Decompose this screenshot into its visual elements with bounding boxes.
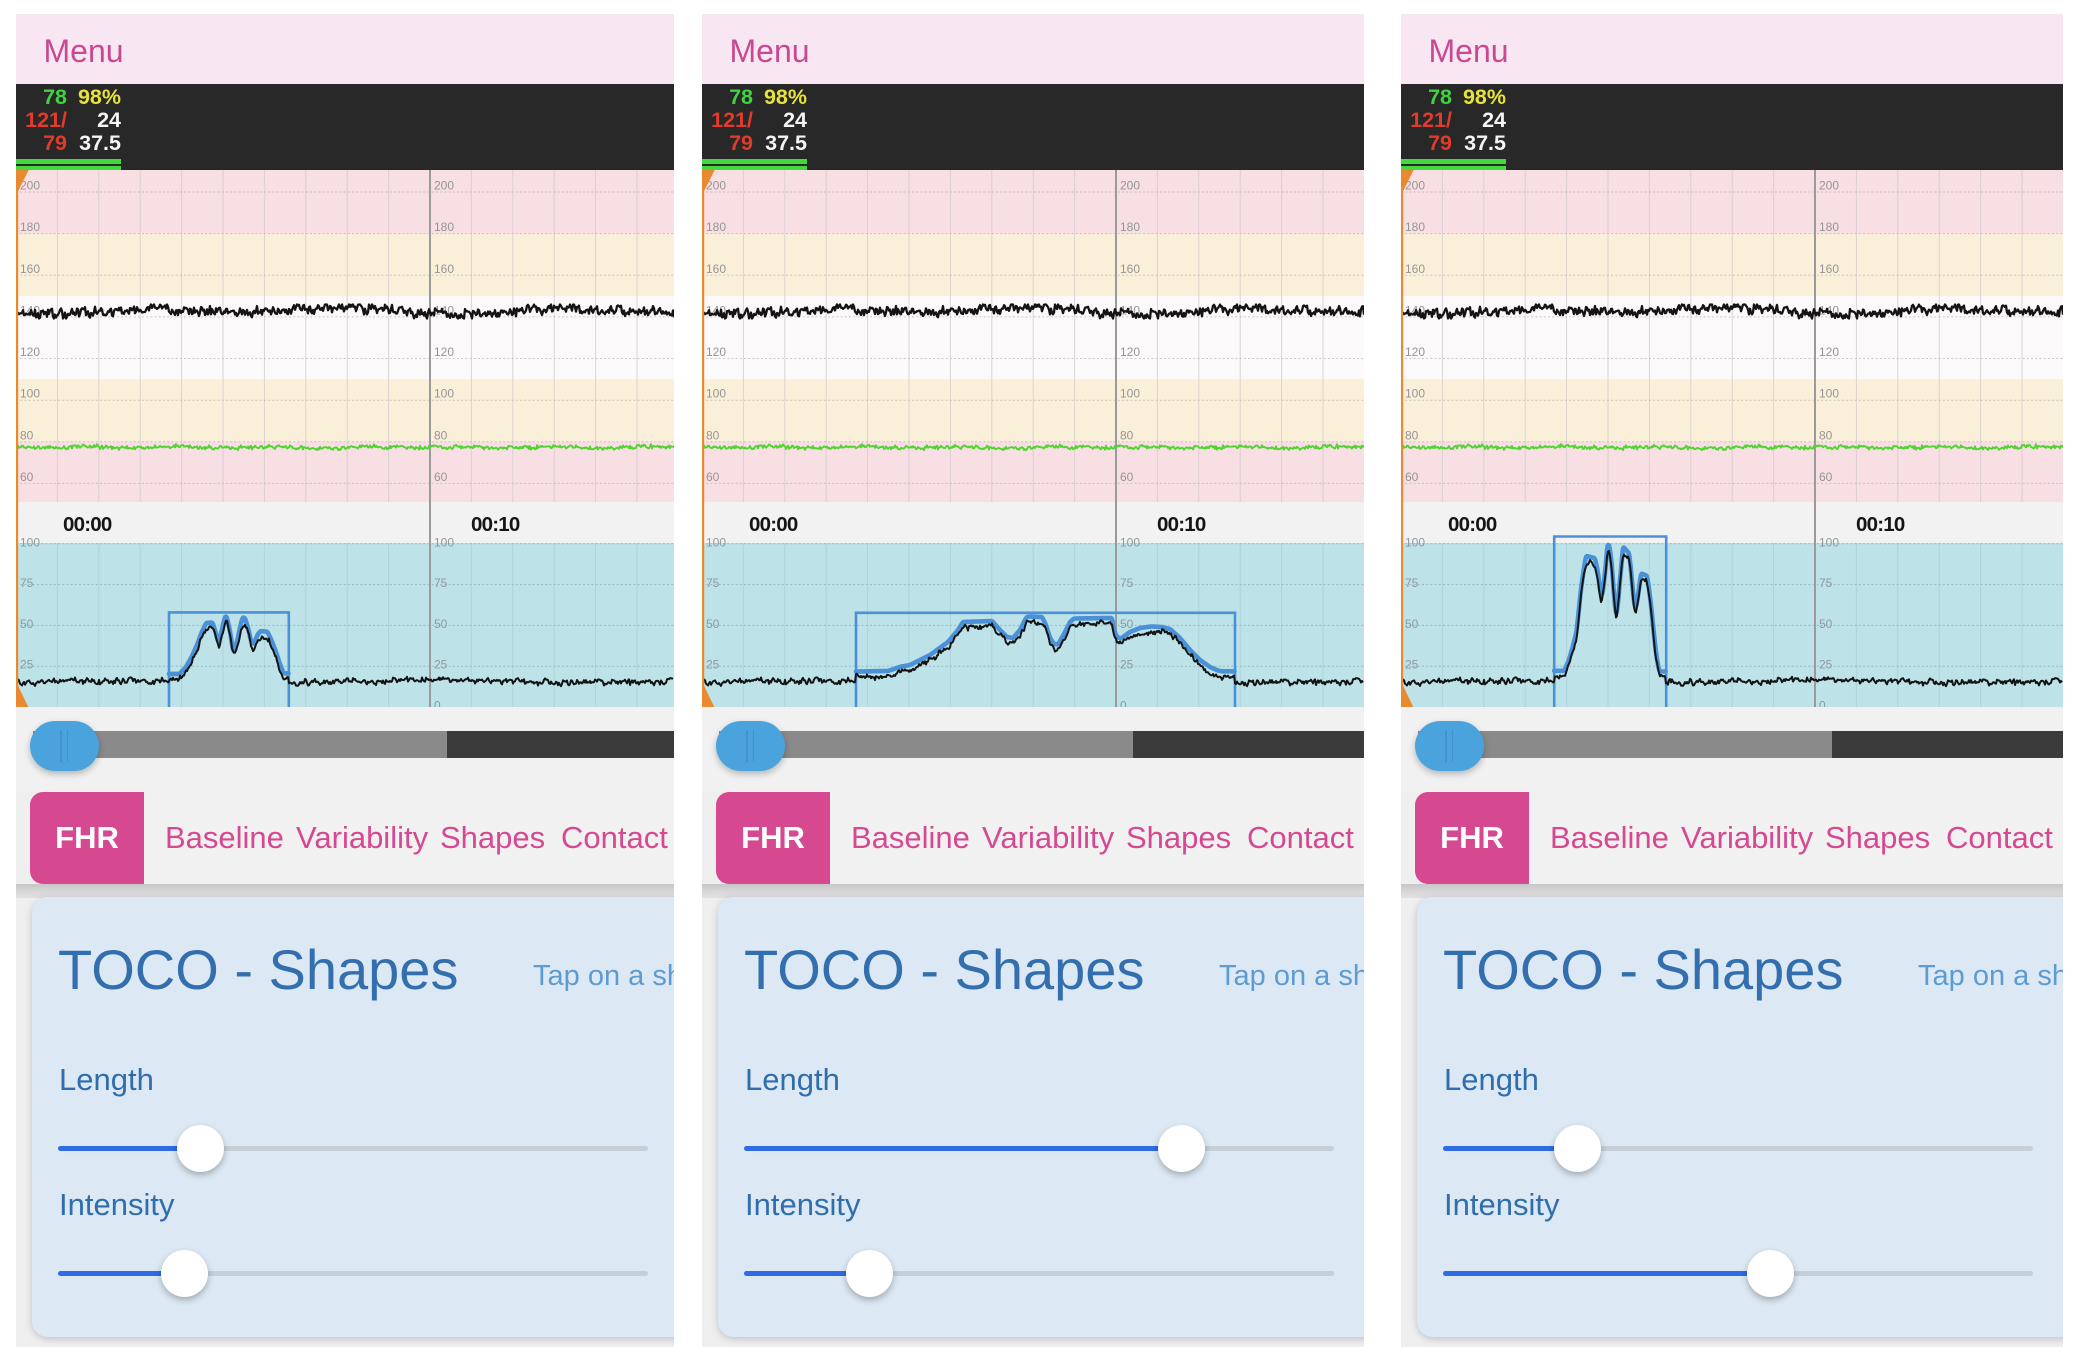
svg-text:140: 140 xyxy=(434,303,454,317)
svg-text:180: 180 xyxy=(20,220,40,234)
svg-text:0: 0 xyxy=(434,699,441,708)
svg-text:160: 160 xyxy=(1120,262,1140,276)
svg-text:50: 50 xyxy=(1405,617,1419,631)
svg-text:0: 0 xyxy=(1120,699,1127,708)
svg-text:25: 25 xyxy=(1405,658,1419,672)
svg-text:60: 60 xyxy=(1405,470,1419,484)
svg-text:140: 140 xyxy=(1120,303,1140,317)
svg-text:00:10: 00:10 xyxy=(471,513,520,536)
svg-text:80: 80 xyxy=(434,428,448,442)
svg-text:100: 100 xyxy=(706,387,726,401)
svg-text:25: 25 xyxy=(434,658,448,672)
svg-text:200: 200 xyxy=(20,179,40,193)
svg-text:50: 50 xyxy=(1120,617,1134,631)
svg-text:120: 120 xyxy=(434,345,454,359)
svg-text:100: 100 xyxy=(20,535,40,549)
svg-text:50: 50 xyxy=(1819,617,1833,631)
svg-text:180: 180 xyxy=(434,220,454,234)
svg-text:100: 100 xyxy=(1120,535,1140,549)
svg-text:25: 25 xyxy=(1120,658,1134,672)
svg-text:25: 25 xyxy=(706,658,720,672)
svg-text:120: 120 xyxy=(1120,345,1140,359)
svg-text:100: 100 xyxy=(1819,535,1839,549)
svg-text:00:10: 00:10 xyxy=(1856,513,1905,536)
svg-text:60: 60 xyxy=(706,470,720,484)
svg-text:160: 160 xyxy=(1819,262,1839,276)
svg-text:160: 160 xyxy=(1405,262,1425,276)
svg-text:75: 75 xyxy=(1120,576,1134,590)
svg-text:200: 200 xyxy=(1405,179,1425,193)
svg-text:160: 160 xyxy=(706,262,726,276)
svg-text:75: 75 xyxy=(706,576,720,590)
svg-text:100: 100 xyxy=(434,535,454,549)
svg-text:75: 75 xyxy=(434,576,448,590)
svg-text:00:00: 00:00 xyxy=(1448,513,1497,536)
svg-text:60: 60 xyxy=(434,470,448,484)
svg-text:80: 80 xyxy=(706,428,720,442)
svg-text:180: 180 xyxy=(1819,220,1839,234)
svg-text:180: 180 xyxy=(1120,220,1140,234)
svg-text:100: 100 xyxy=(706,535,726,549)
svg-text:75: 75 xyxy=(20,576,34,590)
svg-text:140: 140 xyxy=(1819,303,1839,317)
svg-text:00:00: 00:00 xyxy=(749,513,798,536)
svg-text:100: 100 xyxy=(434,387,454,401)
svg-text:180: 180 xyxy=(706,220,726,234)
svg-text:80: 80 xyxy=(1819,428,1833,442)
svg-text:80: 80 xyxy=(1405,428,1419,442)
svg-text:80: 80 xyxy=(1120,428,1134,442)
svg-text:100: 100 xyxy=(1405,387,1425,401)
svg-text:200: 200 xyxy=(1120,179,1140,193)
svg-text:00:00: 00:00 xyxy=(63,513,112,536)
svg-text:100: 100 xyxy=(1819,387,1839,401)
svg-text:200: 200 xyxy=(434,179,454,193)
svg-text:25: 25 xyxy=(1819,658,1833,672)
svg-text:60: 60 xyxy=(1120,470,1134,484)
svg-text:120: 120 xyxy=(706,345,726,359)
svg-text:180: 180 xyxy=(1405,220,1425,234)
svg-text:0: 0 xyxy=(1819,699,1826,708)
svg-text:120: 120 xyxy=(20,345,40,359)
svg-text:80: 80 xyxy=(20,428,34,442)
svg-text:75: 75 xyxy=(1819,576,1833,590)
svg-text:200: 200 xyxy=(706,179,726,193)
svg-text:50: 50 xyxy=(434,617,448,631)
svg-text:50: 50 xyxy=(706,617,720,631)
svg-text:200: 200 xyxy=(1819,179,1839,193)
svg-text:75: 75 xyxy=(1405,576,1419,590)
svg-text:60: 60 xyxy=(20,470,34,484)
svg-text:100: 100 xyxy=(1405,535,1425,549)
svg-text:160: 160 xyxy=(434,262,454,276)
svg-text:120: 120 xyxy=(1819,345,1839,359)
svg-text:160: 160 xyxy=(20,262,40,276)
svg-text:00:10: 00:10 xyxy=(1157,513,1206,536)
svg-text:60: 60 xyxy=(1819,470,1833,484)
svg-text:120: 120 xyxy=(1405,345,1425,359)
svg-text:25: 25 xyxy=(20,658,34,672)
svg-text:100: 100 xyxy=(20,387,40,401)
svg-text:100: 100 xyxy=(1120,387,1140,401)
svg-text:50: 50 xyxy=(20,617,34,631)
